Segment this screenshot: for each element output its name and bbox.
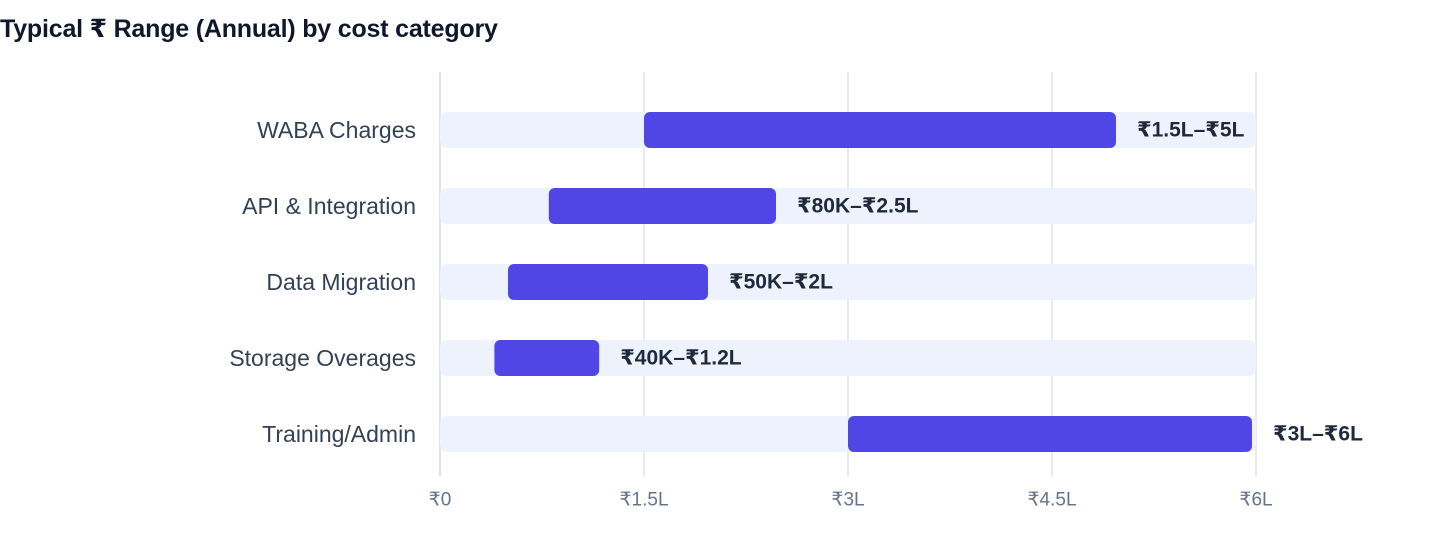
category-label: Data Migration bbox=[266, 269, 416, 295]
range-bar bbox=[494, 340, 600, 376]
category-label: API & Integration bbox=[242, 193, 416, 219]
category-label: WABA Charges bbox=[257, 117, 416, 143]
value-label: ₹40K–₹1.2L bbox=[620, 347, 742, 370]
category-label: Training/Admin bbox=[262, 421, 416, 447]
x-tick-label: ₹1.5L bbox=[619, 490, 668, 511]
range-bar bbox=[644, 112, 1116, 148]
x-tick-label: ₹4.5L bbox=[1027, 490, 1076, 511]
range-bar bbox=[548, 188, 776, 224]
x-tick-label: ₹0 bbox=[429, 490, 452, 511]
x-axis-ticks: ₹0 ₹1.5L ₹3L ₹4.5L ₹6L bbox=[429, 490, 1273, 511]
range-bar bbox=[508, 264, 708, 300]
range-bar bbox=[848, 416, 1252, 452]
x-tick-label: ₹3L bbox=[831, 490, 864, 511]
range-bars bbox=[494, 112, 1252, 452]
value-label: ₹50K–₹2L bbox=[729, 271, 833, 294]
value-label: ₹80K–₹2.5L bbox=[797, 195, 919, 218]
chart-title: Typical ₹ Range (Annual) by cost categor… bbox=[0, 15, 498, 43]
value-labels: ₹1.5L–₹5L ₹80K–₹2.5L ₹50K–₹2L ₹40K–₹1.2L ₹3L… bbox=[620, 119, 1363, 446]
bar-track bbox=[440, 340, 1256, 376]
x-tick-label: ₹6L bbox=[1239, 490, 1272, 511]
category-label: Storage Overages bbox=[229, 345, 416, 371]
value-label: ₹1.5L–₹5L bbox=[1137, 119, 1245, 142]
value-label: ₹3L–₹6L bbox=[1273, 423, 1363, 446]
category-labels: WABA Charges API & Integration Data Migrat… bbox=[229, 117, 416, 447]
